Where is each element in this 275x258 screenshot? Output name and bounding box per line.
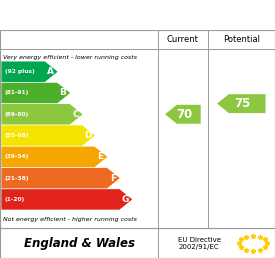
Polygon shape [165, 105, 201, 124]
Text: Not energy efficient - higher running costs: Not energy efficient - higher running co… [3, 217, 137, 222]
Text: G: G [122, 195, 129, 204]
Text: F: F [110, 174, 116, 183]
Polygon shape [1, 168, 120, 188]
Text: (92 plus): (92 plus) [5, 69, 34, 74]
Polygon shape [1, 189, 132, 210]
Text: A: A [47, 67, 54, 76]
Text: (39-54): (39-54) [5, 154, 29, 159]
Text: Very energy efficient - lower running costs: Very energy efficient - lower running co… [3, 55, 137, 60]
Text: C: C [72, 110, 79, 119]
Polygon shape [1, 104, 82, 125]
Text: Current: Current [167, 35, 199, 44]
Text: 75: 75 [234, 97, 251, 110]
Text: (21-38): (21-38) [5, 176, 29, 181]
Polygon shape [217, 94, 266, 113]
Text: (55-68): (55-68) [5, 133, 29, 138]
Polygon shape [1, 125, 95, 146]
Text: (1-20): (1-20) [5, 197, 25, 202]
Text: D: D [84, 131, 92, 140]
Text: 70: 70 [176, 108, 192, 121]
Text: Energy Efficiency Rating: Energy Efficiency Rating [8, 8, 192, 21]
Text: (81-91): (81-91) [5, 91, 29, 95]
Text: E: E [97, 152, 103, 161]
Text: Potential: Potential [223, 35, 260, 44]
Polygon shape [1, 61, 58, 82]
Text: England & Wales: England & Wales [24, 237, 134, 250]
Polygon shape [1, 83, 70, 103]
Text: (69-80): (69-80) [5, 112, 29, 117]
Text: B: B [60, 88, 67, 98]
Text: EU Directive
2002/91/EC: EU Directive 2002/91/EC [178, 237, 221, 250]
Polygon shape [1, 147, 107, 167]
